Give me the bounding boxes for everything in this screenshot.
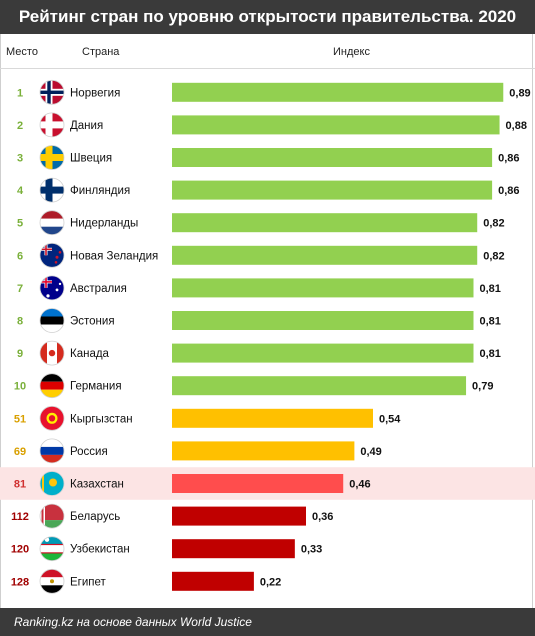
uzbekistan-flag-icon (39, 536, 65, 562)
rank-label: 6 (17, 250, 23, 262)
country-label: Финляндия (70, 185, 130, 197)
bar (172, 180, 493, 200)
source-footer: Ranking.kz на основе данных World Justic… (0, 608, 535, 636)
rank-label: 1 (17, 87, 23, 99)
country-label: Новая Зеландия (70, 250, 158, 262)
rank-label: 5 (17, 218, 23, 230)
egypt-flag-icon (39, 568, 65, 594)
kazakhstan-flag-icon (39, 471, 65, 496)
germany-flag-icon (39, 373, 65, 399)
bar (172, 408, 373, 428)
country-label: Россия (70, 446, 108, 458)
value-label: 0,36 (312, 511, 333, 523)
bar (172, 245, 478, 265)
rank-label: 10 (14, 381, 26, 393)
value-label: 0,86 (498, 185, 519, 197)
country-label: Германия (70, 381, 122, 393)
country-label: Египет (70, 576, 107, 588)
bar (172, 311, 474, 330)
rank-label: 2 (17, 120, 23, 132)
bar (172, 376, 467, 396)
rank-label: 9 (17, 348, 23, 360)
value-label: 0,86 (498, 153, 519, 165)
rank-label: 112 (11, 511, 29, 523)
rank-label: 8 (17, 316, 23, 328)
value-label: 0,49 (360, 446, 381, 458)
kyrgyzstan-flag-icon (39, 405, 65, 431)
new-zealand-flag-icon (39, 242, 65, 268)
rank-label: 4 (17, 185, 24, 197)
rank-label: 51 (14, 413, 26, 425)
rank-label: 128 (11, 576, 29, 588)
value-label: 0,81 (480, 348, 501, 360)
country-label: Эстония (70, 316, 115, 328)
country-label: Швеция (70, 153, 112, 165)
estonia-flag-icon (39, 308, 65, 333)
bar (172, 148, 493, 167)
bar (172, 343, 474, 363)
rank-label: 69 (14, 446, 26, 458)
column-header-index: Индекс (333, 46, 370, 58)
bar (172, 82, 504, 102)
country-label: Узбекистан (70, 544, 130, 556)
value-label: 0,22 (260, 576, 281, 588)
value-label: 0,81 (480, 316, 501, 328)
bar (172, 115, 500, 135)
value-label: 0,89 (509, 87, 530, 99)
canada-flag-icon (39, 340, 65, 366)
value-label: 0,33 (301, 544, 322, 556)
value-label: 0,82 (483, 250, 504, 262)
bar (172, 571, 254, 591)
denmark-flag-icon (39, 112, 65, 138)
finland-flag-icon (39, 177, 65, 203)
value-label: 0,88 (506, 120, 527, 132)
bar (172, 278, 474, 298)
bar (172, 441, 355, 461)
country-label: Нидерланды (70, 218, 138, 230)
value-label: 0,54 (379, 413, 401, 425)
bar (172, 474, 344, 493)
value-label: 0,81 (480, 283, 501, 295)
country-label: Канада (70, 348, 110, 360)
bar (172, 539, 295, 559)
rank-label: 7 (17, 283, 23, 295)
russia-flag-icon (39, 438, 65, 464)
value-label: 0,79 (472, 381, 493, 393)
belarus-flag-icon (39, 503, 65, 529)
country-label: Кыргызстан (70, 413, 133, 425)
bar (172, 213, 478, 233)
country-label: Казахстан (70, 479, 124, 491)
norway-flag-icon (39, 79, 65, 105)
country-label: Норвегия (70, 87, 120, 99)
country-label: Дания (70, 120, 103, 132)
australia-flag-icon (39, 275, 65, 301)
rank-label: 120 (11, 544, 29, 556)
rank-label: 3 (17, 153, 23, 165)
chart-title: Рейтинг стран по уровню открытости прави… (0, 0, 535, 34)
column-header-country: Страна (82, 46, 120, 58)
sweden-flag-icon (39, 145, 65, 170)
value-label: 0,46 (349, 479, 370, 491)
value-label: 0,82 (483, 218, 504, 230)
header-divider (0, 68, 535, 69)
rank-label: 81 (14, 479, 26, 491)
column-header-rank: Место (6, 46, 38, 58)
country-label: Беларусь (70, 511, 120, 523)
country-label: Австралия (70, 283, 127, 295)
bar (172, 506, 306, 526)
netherlands-flag-icon (39, 210, 65, 236)
